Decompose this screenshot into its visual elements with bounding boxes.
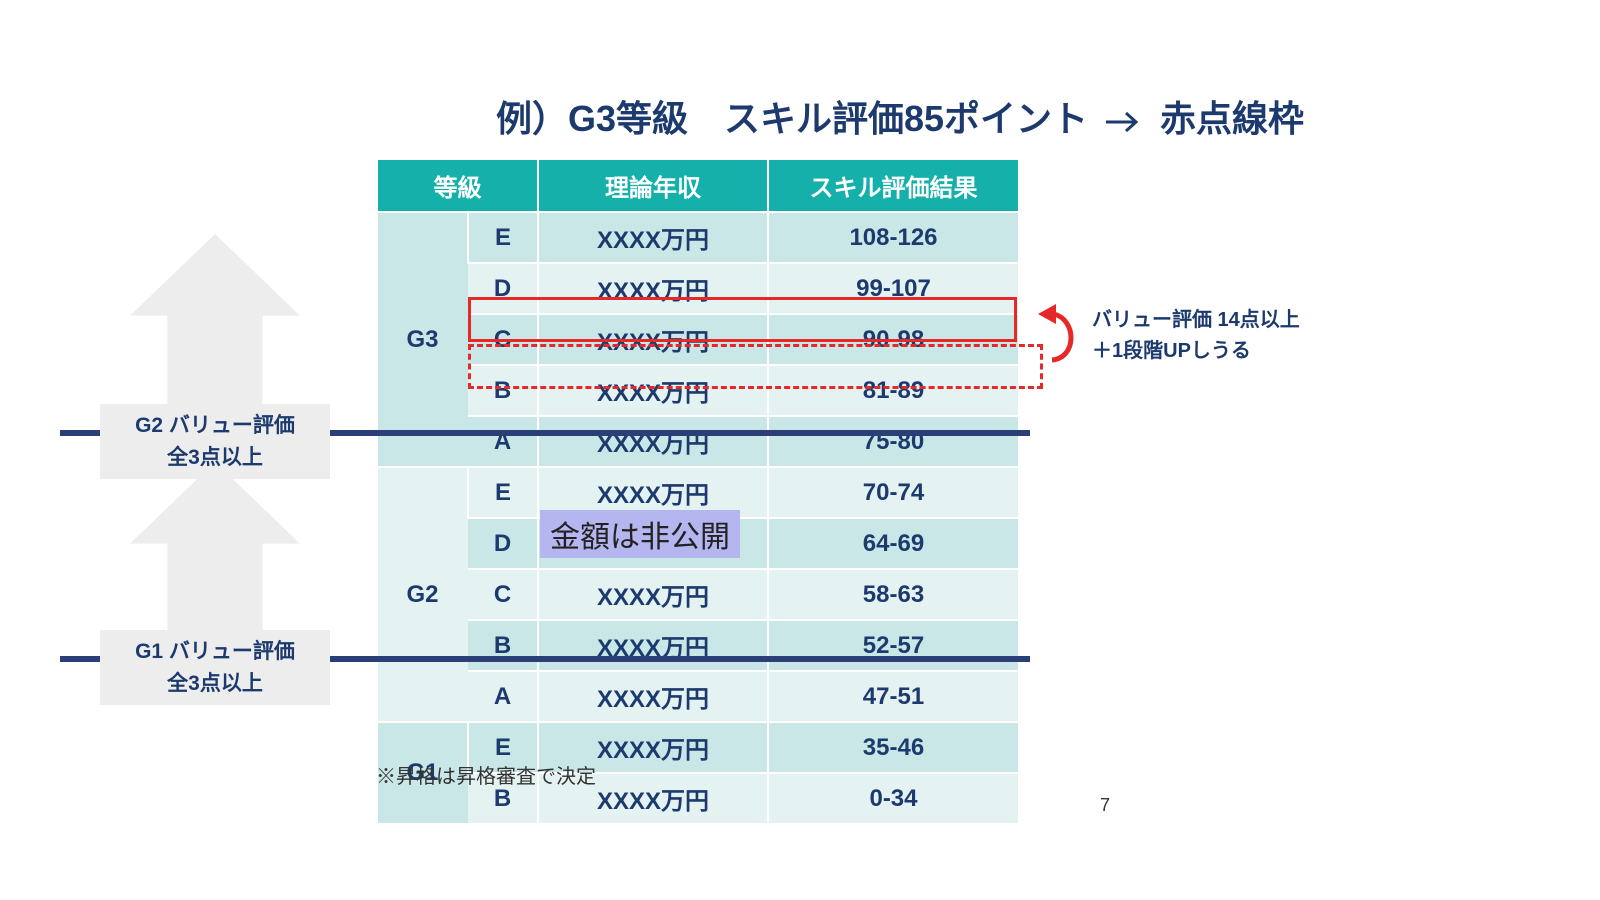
left-note-line: G2 バリュー評価 (100, 410, 330, 442)
cell-skill: 0-34 (768, 773, 1018, 823)
table-row: BXXXX万円52-57 (378, 620, 1018, 671)
cell-income: XXXX万円 (538, 365, 768, 416)
cell-income: XXXX万円 (538, 212, 768, 263)
left-note-line: G1 バリュー評価 (100, 636, 330, 668)
right-note-line: ＋1段階UPしうる (1092, 336, 1300, 367)
table-header-row: 等級 理論年収 スキル評価結果 (378, 160, 1018, 212)
table-row: CXXXX万円90-98 (378, 314, 1018, 365)
table-row: G3EXXXX万円108-126 (378, 212, 1018, 263)
table-row: CXXXX万円58-63 (378, 569, 1018, 620)
cell-income: XXXX万円 (538, 671, 768, 722)
left-note-line: 全3点以上 (100, 442, 330, 474)
slide-title: 例）G3等級 スキル評価85ポイント 赤点線枠 (300, 90, 1500, 142)
cell-skill: 52-57 (768, 620, 1018, 671)
col-header-grade: 等級 (378, 160, 538, 212)
table-row: AXXXX万円75-80 (378, 416, 1018, 467)
grade-cell: G2 (378, 467, 468, 722)
cell-skill: 75-80 (768, 416, 1018, 467)
cell-skill: 58-63 (768, 569, 1018, 620)
amount-overlay: 金額は非公開 (540, 510, 740, 558)
cell-rank: D (468, 518, 538, 569)
cell-rank: E (468, 212, 538, 263)
cell-income: XXXX万円 (538, 416, 768, 467)
curve-arrow-icon (1022, 300, 1082, 375)
cell-skill: 64-69 (768, 518, 1018, 569)
title-prefix: 例）G3等級 スキル評価85ポイント (496, 98, 1088, 139)
cell-skill: 108-126 (768, 212, 1018, 263)
cell-skill: 47-51 (768, 671, 1018, 722)
right-note: バリュー評価 14点以上 ＋1段階UPしうる (1092, 305, 1300, 367)
cell-rank: D (468, 263, 538, 314)
cell-income: XXXX万円 (538, 263, 768, 314)
cell-rank: A (468, 416, 538, 467)
cell-rank: C (468, 569, 538, 620)
cell-rank: E (468, 467, 538, 518)
right-note-line: バリュー評価 14点以上 (1092, 305, 1300, 336)
left-note-g1: G1 バリュー評価 全3点以上 (100, 630, 330, 705)
cell-rank: B (468, 365, 538, 416)
cell-income: XXXX万円 (538, 314, 768, 365)
cell-skill: 81-89 (768, 365, 1018, 416)
cell-skill: 35-46 (768, 722, 1018, 773)
left-note-g2: G2 バリュー評価 全3点以上 (100, 404, 330, 479)
salary-table: 等級 理論年収 スキル評価結果 G3EXXXX万円108-126DXXXX万円9… (378, 160, 1018, 823)
footnote: ※昇格は昇格審査で決定 (376, 760, 596, 789)
cell-rank: B (468, 620, 538, 671)
up-arrow-icon (130, 234, 300, 404)
cell-rank: C (468, 314, 538, 365)
title-suffix: 赤点線枠 (1160, 98, 1304, 139)
table-row: BXXXX万円81-89 (378, 365, 1018, 416)
col-header-skill: スキル評価結果 (768, 160, 1018, 212)
cell-skill: 90-98 (768, 314, 1018, 365)
cell-skill: 99-107 (768, 263, 1018, 314)
slide: 例）G3等級 スキル評価85ポイント 赤点線枠 G2 バリュー評価 全3点以上 … (0, 0, 1600, 900)
col-header-income: 理論年収 (538, 160, 768, 212)
cell-income: XXXX万円 (538, 569, 768, 620)
table-row: AXXXX万円47-51 (378, 671, 1018, 722)
cell-skill: 70-74 (768, 467, 1018, 518)
grade-cell: G3 (378, 212, 468, 467)
page-number: 7 (1100, 795, 1110, 816)
cell-income: XXXX万円 (538, 620, 768, 671)
left-note-line: 全3点以上 (100, 668, 330, 700)
table-row: DXXXX万円99-107 (378, 263, 1018, 314)
arrow-right-icon (1104, 100, 1144, 142)
cell-rank: A (468, 671, 538, 722)
up-arrow-icon (130, 462, 300, 632)
